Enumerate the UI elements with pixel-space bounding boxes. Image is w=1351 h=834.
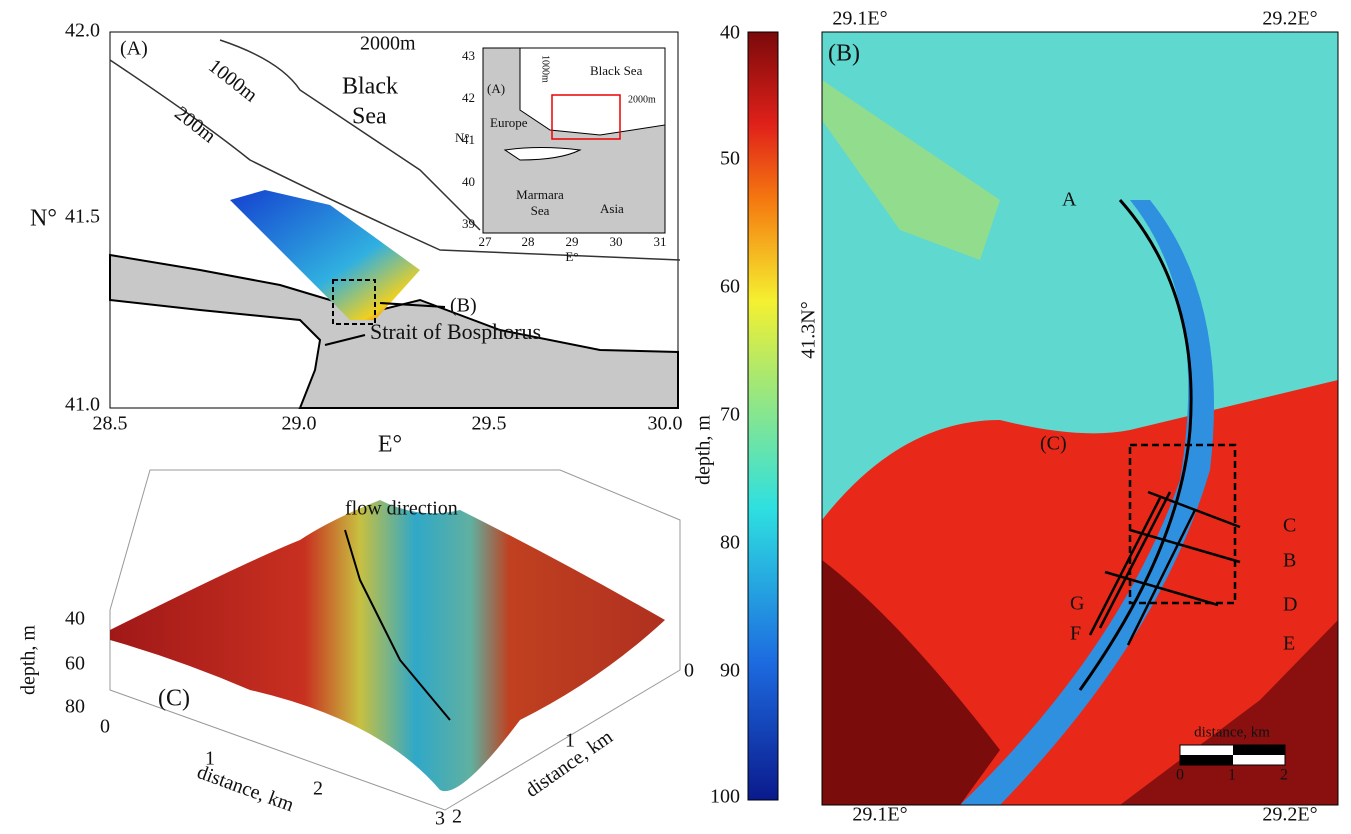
- strait-label: Strait of Bosphorus: [370, 319, 541, 344]
- section-label: A: [1062, 189, 1077, 211]
- x-tick-label: 29.0: [282, 413, 317, 435]
- x-title: distance, km: [194, 761, 297, 816]
- sea-label: Sea: [352, 104, 387, 130]
- z-title: depth, m: [18, 625, 40, 695]
- colorbar-tick: 90: [720, 660, 740, 682]
- sea-label: Black: [342, 74, 398, 100]
- panel-label: (A): [120, 38, 148, 60]
- inset-label: 1000m: [540, 55, 551, 83]
- inset-tick: 27: [479, 234, 493, 249]
- b-bottom-tick: 29.1E°: [852, 804, 907, 826]
- z-tick: 60: [65, 653, 85, 675]
- inset-tick: 42: [462, 90, 475, 105]
- inset-label: 2000m: [628, 94, 656, 105]
- y-tick: 2: [452, 806, 462, 828]
- colorbar-tick: 80: [720, 532, 740, 554]
- y-tick-label: 41.5: [65, 206, 100, 228]
- inset-axis-title: N°: [455, 130, 470, 145]
- x-tick: 2: [313, 778, 323, 800]
- colorbar-tick: 40: [720, 22, 740, 44]
- panel-label: (C): [158, 686, 190, 712]
- inset-tick: 29: [566, 234, 579, 249]
- scale-bar: [1233, 745, 1285, 755]
- colorbar: [748, 32, 778, 800]
- x-tick-label: 28.5: [93, 413, 128, 435]
- b-bottom-tick: 29.2E°: [1262, 804, 1317, 826]
- b-left-tick: 41.3N°: [798, 301, 820, 358]
- inset-tick: 28: [522, 234, 535, 249]
- inset-tick: 30: [610, 234, 623, 249]
- scale-tick: 2: [1280, 767, 1288, 784]
- inset-label: Europe: [490, 115, 528, 130]
- z-tick: 80: [65, 696, 85, 718]
- inset-label: (A): [487, 81, 505, 96]
- section-label: E: [1283, 633, 1295, 655]
- section-label: F: [1070, 623, 1081, 645]
- section-label: C: [1283, 515, 1296, 537]
- colorbar-tick: 50: [720, 148, 740, 170]
- x-tick-label: 30.0: [648, 413, 683, 435]
- colorbar-tick: 100: [710, 786, 740, 808]
- y-tick-label: 42.0: [65, 20, 100, 42]
- inset-tick: 39: [462, 216, 475, 231]
- inset-label: Asia: [600, 201, 624, 216]
- section-label: G: [1070, 593, 1084, 615]
- scale-tick: 0: [1176, 767, 1184, 784]
- panel-label: (B): [828, 41, 860, 67]
- inset-label: Sea: [531, 203, 550, 218]
- scale-bar: [1180, 755, 1233, 765]
- y-tick: 0: [684, 660, 694, 682]
- x-tick-label: 29.5: [472, 413, 507, 435]
- inset-label: Black Sea: [590, 63, 643, 78]
- x-tick: 0: [100, 716, 110, 738]
- inset-tick: 40: [462, 174, 475, 189]
- scale-tick: 1: [1228, 767, 1236, 784]
- figure: (A) 1000m 2000m 200m Black Sea (B) Strai…: [0, 0, 1351, 829]
- flow-label: flow direction: [345, 498, 458, 520]
- section-label: B: [1283, 550, 1296, 572]
- inset-axis-title: E°: [565, 249, 578, 264]
- inset-label: Marmara: [516, 187, 564, 202]
- box-label: (C): [1040, 433, 1067, 455]
- colorbar-tick: 60: [720, 276, 740, 298]
- colorbar-tick: 70: [720, 404, 740, 426]
- section-label: D: [1283, 594, 1297, 616]
- box-label: (B): [450, 295, 477, 317]
- z-tick: 40: [65, 608, 85, 630]
- inset-tick: 43: [462, 48, 475, 63]
- colorbar-title: depth, m: [693, 415, 715, 485]
- contour-label: 2000m: [360, 33, 416, 55]
- inset-tick: 31: [654, 234, 667, 249]
- x-tick: 3: [435, 808, 445, 829]
- b-top-tick: 29.2E°: [1262, 8, 1317, 30]
- x-axis-title: E°: [378, 432, 402, 458]
- y-axis-title: N°: [30, 206, 57, 232]
- scale-title: distance, km: [1194, 724, 1270, 740]
- b-top-tick: 29.1E°: [832, 8, 887, 30]
